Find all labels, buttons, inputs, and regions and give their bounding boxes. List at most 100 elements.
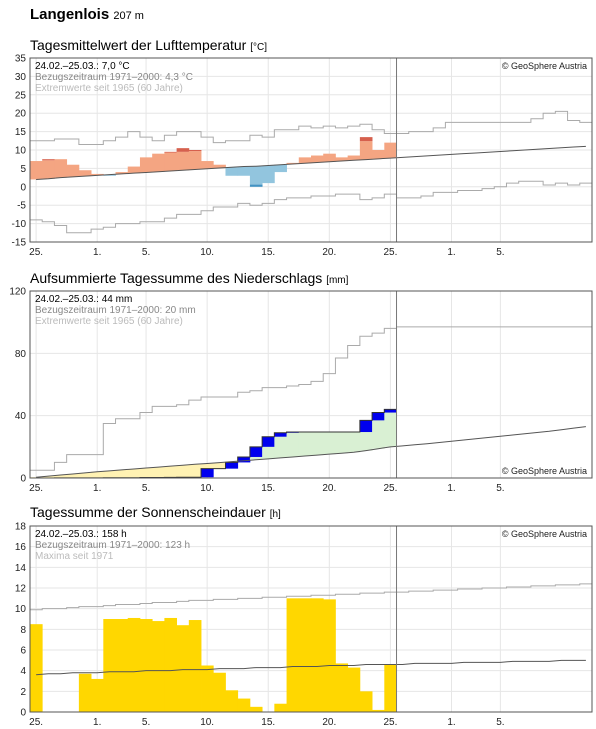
precip-surplus-area (323, 432, 336, 455)
temperature-bar (372, 150, 385, 159)
temperature-ytick-label: 25 (15, 90, 27, 101)
temperature-bar (103, 174, 116, 176)
precipitation-normal-line (36, 426, 586, 478)
temperature-bar (298, 157, 312, 164)
precipitation-title-unit: [mm] (326, 275, 349, 286)
sunshine-legend-line: Bezugszeitraum 1971–2000: 123 h (35, 540, 190, 551)
precip-deficit-area (91, 471, 104, 478)
temperature-normal-line (36, 145, 586, 180)
sunshine-title-text: Tagessumme der Sonnenscheindauer (30, 504, 266, 520)
temperature-min-record-line (30, 180, 592, 234)
sunshine-ytick-label: 12 (15, 584, 27, 595)
temperature-bar (286, 162, 300, 164)
precipitation-xtick-label: 25. (29, 483, 43, 494)
precipitation-title-text: Aufsummierte Tagessumme des Niederschlag… (30, 270, 323, 286)
precipitation-copyright: © GeoSphere Austria (502, 466, 587, 476)
sunshine-bar (225, 690, 239, 712)
precip-deficit-area (115, 469, 129, 478)
station-name: Langenlois (30, 6, 110, 23)
precipitation-xtick-label: 1. (447, 483, 455, 494)
temperature-xtick-label: 15. (261, 247, 275, 258)
sunshine-bar (188, 620, 202, 712)
sunshine-xtick-label: 1. (447, 717, 455, 728)
temperature-bar (66, 164, 80, 177)
precip-deficit-area (139, 468, 153, 478)
temperature-ytick-label: -10 (12, 219, 27, 230)
temperature-bar (188, 151, 202, 170)
precip-surplus-area (347, 432, 361, 453)
precip-deficit-area (78, 472, 92, 478)
precip-daily-bar (262, 436, 275, 447)
precip-deficit-area (152, 467, 165, 478)
temperature-ytick-label: 15 (15, 127, 27, 138)
precip-daily-bar (237, 456, 251, 463)
sunshine-bar (139, 619, 153, 712)
temperature-xtick-label: 25. (29, 247, 43, 258)
sunshine-max-record-line (30, 583, 592, 611)
temperature-bar (115, 172, 129, 174)
sunshine-xtick-label: 20. (322, 717, 336, 728)
temperature-xtick-label: 1. (93, 247, 101, 258)
sunshine-bar (103, 619, 116, 712)
sunshine-ytick-label: 6 (20, 646, 26, 657)
sunshine-bar (201, 665, 214, 712)
precipitation-legend-line: Extremwerte seit 1965 (60 Jahre) (35, 316, 183, 327)
precipitation-ytick-label: 120 (9, 287, 26, 298)
temperature-xtick-label: 25. (383, 247, 397, 258)
precip-surplus-area (286, 432, 300, 457)
sunshine-ytick-label: 10 (15, 604, 27, 615)
precip-deficit-area (127, 468, 141, 478)
sunshine-bar (164, 617, 178, 712)
precipitation-xtick-label: 20. (322, 483, 336, 494)
temperature-xtick-label: 5. (142, 247, 150, 258)
sunshine-ytick-label: 14 (15, 563, 27, 574)
sunshine-bar (176, 625, 190, 712)
temperature-ytick-label: -5 (17, 201, 26, 212)
temperature-xtick-label: 20. (322, 247, 336, 258)
precip-surplus-area (274, 432, 287, 458)
sunshine-bar (274, 703, 287, 712)
sunshine-legend-line: 24.02.–25.03.: 158 h (35, 529, 127, 540)
temperature-bar (201, 161, 214, 169)
temperature-xtick-label: 5. (496, 247, 504, 258)
precip-surplus-area (311, 432, 324, 456)
temperature-bar (359, 141, 373, 160)
temperature-bar (335, 157, 349, 162)
precipitation-plot-frame (29, 290, 593, 479)
sunshine-normal-line (36, 659, 586, 676)
temperature-panel-title: Tagesmittelwert der Lufttemperatur [°C] (30, 37, 267, 53)
temperature-bar (249, 166, 263, 185)
temperature-title-unit: [°C] (250, 42, 267, 53)
temperature-bar (54, 159, 68, 178)
temperature-max-record-line (30, 110, 592, 145)
sunshine-bar (347, 667, 361, 712)
sunshine-bar (249, 706, 263, 712)
precip-daily-bar (384, 409, 397, 413)
sunshine-bar (213, 672, 226, 712)
sunshine-bar (78, 673, 92, 712)
sunshine-title-unit: [h] (269, 509, 281, 520)
precip-daily-bar (372, 412, 385, 421)
temperature-bar-strong (188, 150, 202, 152)
temperature-xtick-label: 1. (447, 247, 455, 258)
temperature-bar (262, 165, 275, 184)
temperature-bar (176, 151, 190, 171)
precip-deficit-area (188, 464, 202, 478)
precip-daily-bar (249, 446, 263, 457)
sunshine-bar (335, 663, 349, 712)
sunshine-panel-title: Tagessumme der Sonnenscheindauer [h] (30, 504, 281, 520)
station-header: Langenlois 207 m (30, 6, 144, 23)
temperature-ytick-label: 30 (15, 72, 27, 83)
precipitation-ytick-label: 80 (15, 349, 27, 360)
temperature-bar (139, 157, 153, 173)
sunshine-bar (152, 621, 165, 712)
sunshine-bar (384, 664, 397, 712)
sunshine-bar (30, 624, 43, 712)
precip-daily-bar (225, 462, 239, 469)
temperature-xtick-label: 10. (200, 247, 214, 258)
temperature-bar-strong (249, 184, 263, 187)
precipitation-xtick-label: 1. (93, 483, 101, 494)
precipitation-xtick-label: 10. (200, 483, 214, 494)
temperature-bar-strong (359, 137, 373, 142)
